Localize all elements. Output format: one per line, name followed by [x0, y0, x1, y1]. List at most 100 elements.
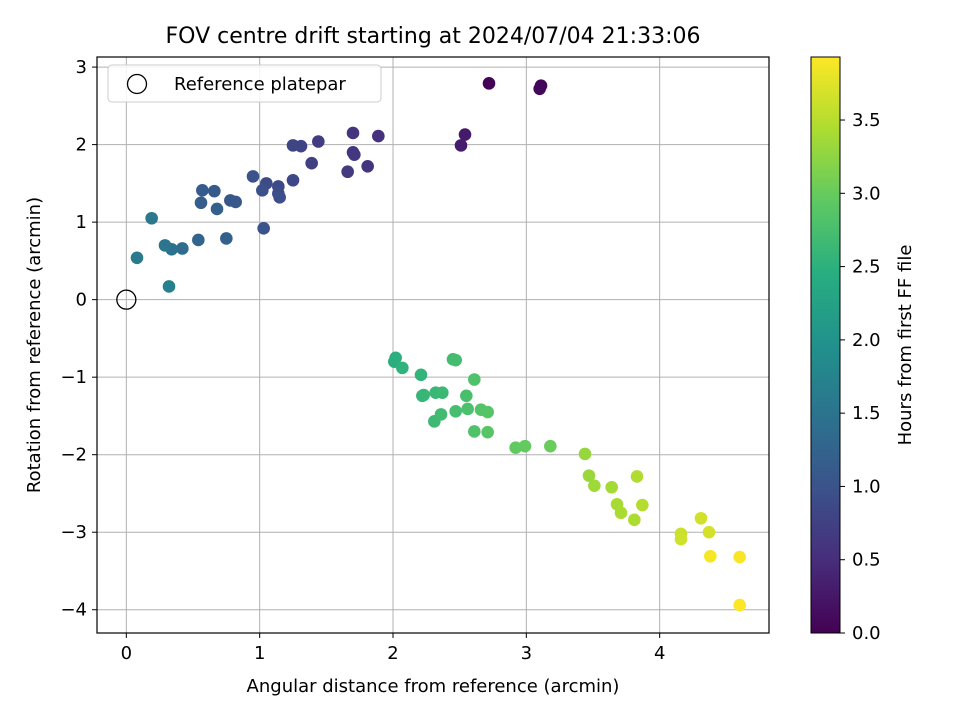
data-point [434, 408, 448, 421]
data-point [674, 532, 688, 546]
colorbar-tick-label: 2.0 [852, 330, 881, 351]
data-point [458, 128, 472, 141]
y-tick-label: −1 [60, 367, 87, 388]
colorbar-tick-label: 3.0 [852, 183, 881, 204]
colorbar: 0.0 0.5 1.0 1.5 2.0 2.5 3.0 3.5 Hours from firs… [810, 56, 916, 644]
data-point [389, 351, 402, 365]
data-point [196, 184, 209, 197]
x-tick-label: 4 [654, 643, 665, 664]
x-tick-label: 3 [521, 643, 532, 664]
legend-label: Reference platepar [174, 74, 346, 95]
y-tick-label: −2 [60, 445, 87, 466]
colorbar-tick-label: 0.5 [852, 550, 881, 571]
data-point [605, 480, 618, 494]
data-point [286, 173, 300, 187]
data-point [630, 470, 644, 483]
colorbar-gradient [810, 56, 841, 634]
x-axis-ticks: 0 1 2 3 4 [121, 633, 665, 664]
plot-frame [96, 56, 770, 634]
data-point [509, 441, 522, 455]
data-point [194, 196, 208, 210]
data-point [694, 511, 708, 525]
colorbar-tick-label: 0.0 [852, 623, 881, 644]
data-point [628, 513, 641, 527]
legend: Reference platepar [107, 64, 382, 103]
y-tick-label: 0 [76, 290, 87, 311]
data-point [544, 439, 557, 453]
data-point [414, 368, 428, 382]
data-point [578, 447, 592, 461]
colorbar-tick-label: 3.5 [852, 110, 881, 131]
data-point [256, 184, 269, 197]
reference-point [116, 289, 137, 310]
data-point [614, 506, 628, 520]
data-point [372, 129, 385, 143]
data-point [481, 425, 494, 439]
colorbar-ticks: 0.0 0.5 1.0 1.5 2.0 2.5 3.0 3.5 [840, 110, 881, 644]
colorbar-tick-label: 2.5 [852, 257, 881, 278]
data-point [468, 373, 481, 386]
data-point [396, 361, 409, 375]
data-point [273, 191, 286, 204]
colorbar-tick-label: 1.5 [852, 403, 881, 424]
reference-marker [116, 289, 137, 310]
data-point [533, 82, 546, 96]
data-point [454, 139, 468, 152]
x-tick-label: 0 [121, 643, 132, 664]
y-axis-label: Rotation from reference (arcmin) [24, 197, 45, 493]
data-point [518, 439, 532, 453]
data-point [588, 479, 601, 493]
colorbar-label: Hours from first FF file [895, 245, 916, 446]
data-point [286, 139, 300, 152]
data-point [257, 222, 270, 235]
data-point [341, 165, 354, 179]
y-tick-label: −3 [60, 522, 87, 543]
data-point [733, 598, 746, 612]
data-point [461, 402, 474, 416]
chart-title: FOV centre drift starting at 2024/07/04 … [166, 24, 701, 49]
data-point [312, 135, 325, 148]
data-point [246, 170, 260, 183]
data-point [449, 353, 462, 367]
data-point [481, 405, 494, 419]
colorbar-tick-label: 1.0 [852, 476, 881, 497]
data-point [346, 126, 360, 140]
data-point [449, 404, 462, 418]
y-tick-label: 2 [76, 135, 87, 156]
grid [97, 57, 769, 633]
y-axis-ticks: −4 −3 −2 −1 0 1 2 3 [60, 57, 97, 621]
data-point [162, 280, 176, 293]
data-point [482, 77, 496, 90]
data-point [582, 469, 596, 482]
legend-box [107, 64, 382, 103]
data-point [361, 160, 374, 173]
data-point [176, 242, 189, 255]
x-axis-label: Angular distance from reference (arcmin) [247, 676, 620, 697]
data-point [208, 184, 221, 198]
data-point [192, 233, 205, 247]
y-tick-label: −4 [60, 600, 87, 621]
data-point [348, 148, 361, 161]
data-points [130, 77, 746, 612]
legend-marker-open-circle [126, 73, 148, 95]
data-point [460, 389, 473, 403]
data-point [436, 386, 449, 399]
y-tick-label: 3 [76, 57, 87, 78]
y-tick-label: 1 [76, 212, 87, 233]
data-point [417, 388, 430, 402]
data-point [145, 211, 158, 225]
data-point [468, 425, 481, 438]
x-tick-label: 1 [254, 643, 265, 664]
data-point [733, 550, 746, 564]
data-point [636, 498, 649, 512]
data-point [702, 525, 716, 539]
data-point [210, 202, 224, 216]
data-point [220, 232, 233, 245]
data-point [704, 549, 717, 563]
x-tick-label: 2 [387, 643, 398, 664]
data-point [305, 156, 318, 170]
data-point [229, 195, 242, 209]
data-point [130, 251, 144, 265]
data-point [158, 239, 172, 252]
